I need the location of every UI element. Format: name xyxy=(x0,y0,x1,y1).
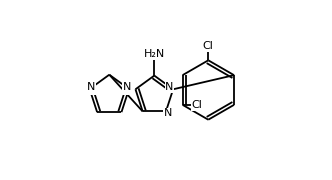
Text: N: N xyxy=(123,84,131,94)
Text: N: N xyxy=(165,82,174,93)
Text: H₂N: H₂N xyxy=(144,49,165,59)
Text: N: N xyxy=(87,84,96,94)
Text: N: N xyxy=(123,82,131,92)
Text: N: N xyxy=(164,108,172,118)
Text: N: N xyxy=(87,82,96,92)
Text: Cl: Cl xyxy=(203,41,214,51)
Text: Cl: Cl xyxy=(192,100,203,110)
